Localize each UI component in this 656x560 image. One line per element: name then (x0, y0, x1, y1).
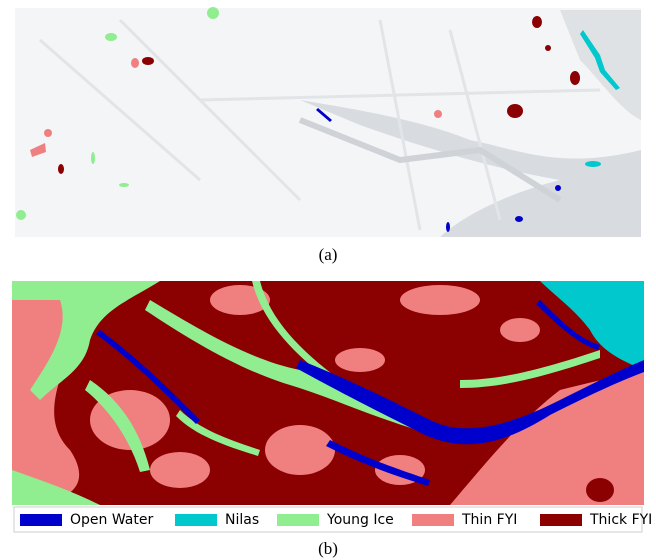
legend-label: Thick FYI (589, 512, 652, 528)
figure: (a) Open Water Nilas Young Ice Thin FYI Thic… (0, 0, 656, 560)
caption: (a) (319, 245, 338, 264)
class-region (131, 58, 139, 68)
class-region (265, 425, 335, 475)
class-region (335, 348, 385, 372)
class-region (16, 210, 26, 220)
legend-label: Open Water (70, 512, 153, 528)
class-region (515, 216, 523, 222)
class-region (119, 183, 129, 187)
class-region (586, 478, 614, 502)
class-region (545, 45, 551, 51)
satellite-image (15, 7, 641, 237)
classification-map (12, 281, 644, 505)
class-region (500, 318, 540, 342)
class-region (532, 16, 542, 28)
caption: (b) (318, 539, 338, 558)
class-region (585, 161, 601, 167)
legend-swatch (412, 514, 454, 526)
class-region (507, 104, 523, 118)
class-region (555, 185, 561, 191)
class-region (570, 71, 580, 85)
legend-swatch (175, 514, 217, 526)
legend-label: Nilas (225, 512, 259, 528)
legend-swatch (20, 514, 62, 526)
legend-swatch (540, 514, 582, 526)
legend-label: Thin FYI (461, 512, 517, 528)
class-region (44, 129, 52, 137)
class-region (91, 152, 95, 164)
class-region (142, 57, 154, 65)
legend-label: Young Ice (326, 512, 394, 528)
class-region (434, 110, 442, 118)
class-region (58, 164, 64, 174)
legend-swatch (277, 514, 319, 526)
class-region (105, 33, 117, 41)
class-region (207, 7, 219, 19)
class-region (150, 452, 210, 488)
class-region (400, 285, 480, 315)
class-region (580, 400, 620, 480)
class-region (446, 222, 450, 232)
legend-items: Open Water Nilas Young Ice Thin FYI Thick FY… (20, 512, 652, 528)
